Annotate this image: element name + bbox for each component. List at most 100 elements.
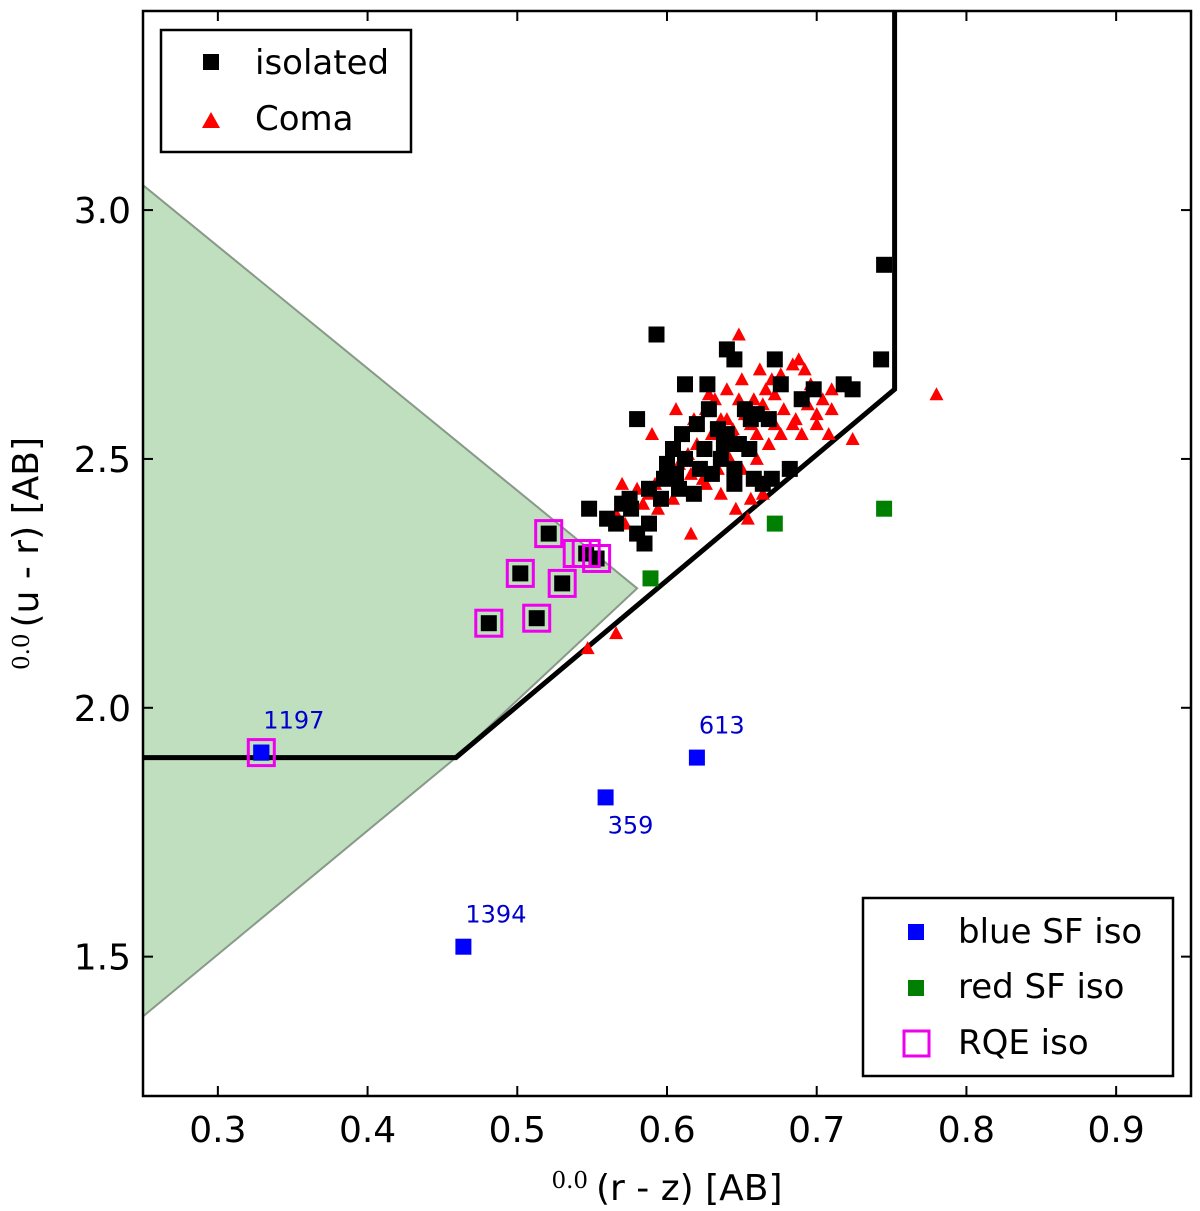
rqe-iso-point <box>571 539 601 568</box>
coma-point <box>651 501 666 515</box>
coma-point <box>740 511 755 525</box>
coma-point <box>785 357 800 371</box>
y-axis-label-text: (u - r) [AB] <box>6 437 47 627</box>
isolated-point <box>512 565 529 582</box>
isolated-point <box>754 475 771 492</box>
coma-point <box>815 392 830 406</box>
isolated-point <box>726 351 743 368</box>
axis-ticks: 0.3 0.4 0.5 0.6 0.7 0.8 0.9 1.5 2.0 2.5 3.0 <box>74 11 1191 1151</box>
coma-point <box>665 491 680 505</box>
y-axis-label-sup: 0.0 <box>9 633 35 670</box>
x-tick-label: 0.5 <box>489 1110 546 1151</box>
isolated-point <box>554 575 571 592</box>
y-axis-label: 0.0 (u - r) [AB] <box>6 437 47 670</box>
x-tick-label: 0.7 <box>788 1110 845 1151</box>
coma-point <box>668 402 683 416</box>
y-tick-label: 2.5 <box>74 440 131 481</box>
isolated-point <box>641 515 657 532</box>
coma-point <box>580 641 595 655</box>
x-axis-label: 0.0 (r - z) [AB] <box>551 1168 782 1209</box>
x-tick-label: 0.4 <box>339 1110 396 1151</box>
plot-area <box>143 11 944 1018</box>
coma-point <box>758 382 773 396</box>
coma-point <box>755 486 770 500</box>
coma-point <box>743 491 758 505</box>
coma-point <box>929 387 944 401</box>
rqe-iso-point <box>246 738 276 768</box>
coma-point <box>752 362 767 376</box>
isolated-point <box>766 351 783 368</box>
coma-point <box>761 437 776 451</box>
isolated-point <box>599 510 616 527</box>
coma-point <box>645 427 660 441</box>
isolated-point <box>772 376 789 393</box>
legend-isolated-marker <box>203 54 219 70</box>
coma-point <box>821 427 836 441</box>
isolated-point <box>688 416 705 433</box>
coma-point <box>734 372 749 386</box>
isolated-point <box>677 450 693 467</box>
coma-point <box>824 382 839 396</box>
coma-point <box>785 417 800 431</box>
isolated-point <box>781 460 798 477</box>
annotation-label: 1197 <box>263 707 324 735</box>
coma-point <box>776 402 791 416</box>
isolated-point <box>674 426 690 443</box>
point-annotations: 1197 613 359 1394 <box>263 707 744 929</box>
plot-frame <box>141 9 1193 1098</box>
legend-top-left: isolated Coma <box>159 28 413 154</box>
y-tick-label: 2.0 <box>74 689 131 730</box>
x-tick-label: 0.8 <box>938 1110 995 1151</box>
y-tick-label: 1.5 <box>74 938 131 979</box>
legend-blue-sf-label: blue SF iso <box>958 912 1142 952</box>
coma-point <box>683 526 698 540</box>
rqe-iso-point <box>582 544 612 573</box>
legend-coma-label: Coma <box>255 99 354 139</box>
isolated-point <box>540 525 557 542</box>
coma-point <box>749 427 764 441</box>
blue-sf-iso-point <box>253 744 270 761</box>
x-tick-label: 0.9 <box>1088 1110 1145 1151</box>
coma-point <box>797 362 812 376</box>
legend-isolated-label: isolated <box>255 43 389 83</box>
blue-sf-iso-point <box>688 749 705 766</box>
coma-point <box>767 387 782 401</box>
green-shaded-region <box>143 183 639 1018</box>
isolated-point <box>726 460 743 477</box>
isolated-point <box>677 376 693 393</box>
x-tick-label: 0.6 <box>638 1110 695 1151</box>
isolated-point <box>636 535 653 552</box>
isolated-point <box>668 465 684 482</box>
coma-point <box>615 476 630 490</box>
x-axis-label-sup: 0.0 <box>551 1168 588 1194</box>
isolated-point <box>726 475 743 492</box>
isolated-point <box>581 500 598 517</box>
legend-coma-marker <box>202 112 220 128</box>
isolated-point <box>700 401 717 418</box>
legend-top-left-frame <box>159 28 413 154</box>
isolated-point <box>648 326 665 343</box>
isolated-point <box>629 411 646 428</box>
coma-point <box>728 501 743 515</box>
rqe-iso-point <box>534 519 564 549</box>
isolated-point <box>623 500 640 517</box>
legend-rqe-marker <box>902 1029 931 1058</box>
legend-bottom-right: blue SF iso red SF iso RQE iso <box>861 896 1175 1078</box>
annotation-label: 1394 <box>465 901 526 929</box>
isolated-point <box>480 615 497 632</box>
coma-point <box>794 427 809 441</box>
rqe-iso-point <box>505 558 535 588</box>
coma-point <box>719 382 734 396</box>
red-sf-iso-point <box>876 500 893 517</box>
legend-rqe-label: RQE iso <box>958 1023 1089 1063</box>
isolated-point <box>741 441 758 457</box>
red-sf-iso-point <box>766 515 783 532</box>
isolated-point <box>736 401 753 418</box>
coma-point <box>773 427 788 441</box>
rqe-iso-point <box>474 608 504 638</box>
isolated-point <box>528 610 545 627</box>
coma-point <box>809 417 824 431</box>
y-tick-label: 3.0 <box>74 191 131 232</box>
coma-point <box>749 451 764 465</box>
annotation-label: 359 <box>608 811 654 839</box>
